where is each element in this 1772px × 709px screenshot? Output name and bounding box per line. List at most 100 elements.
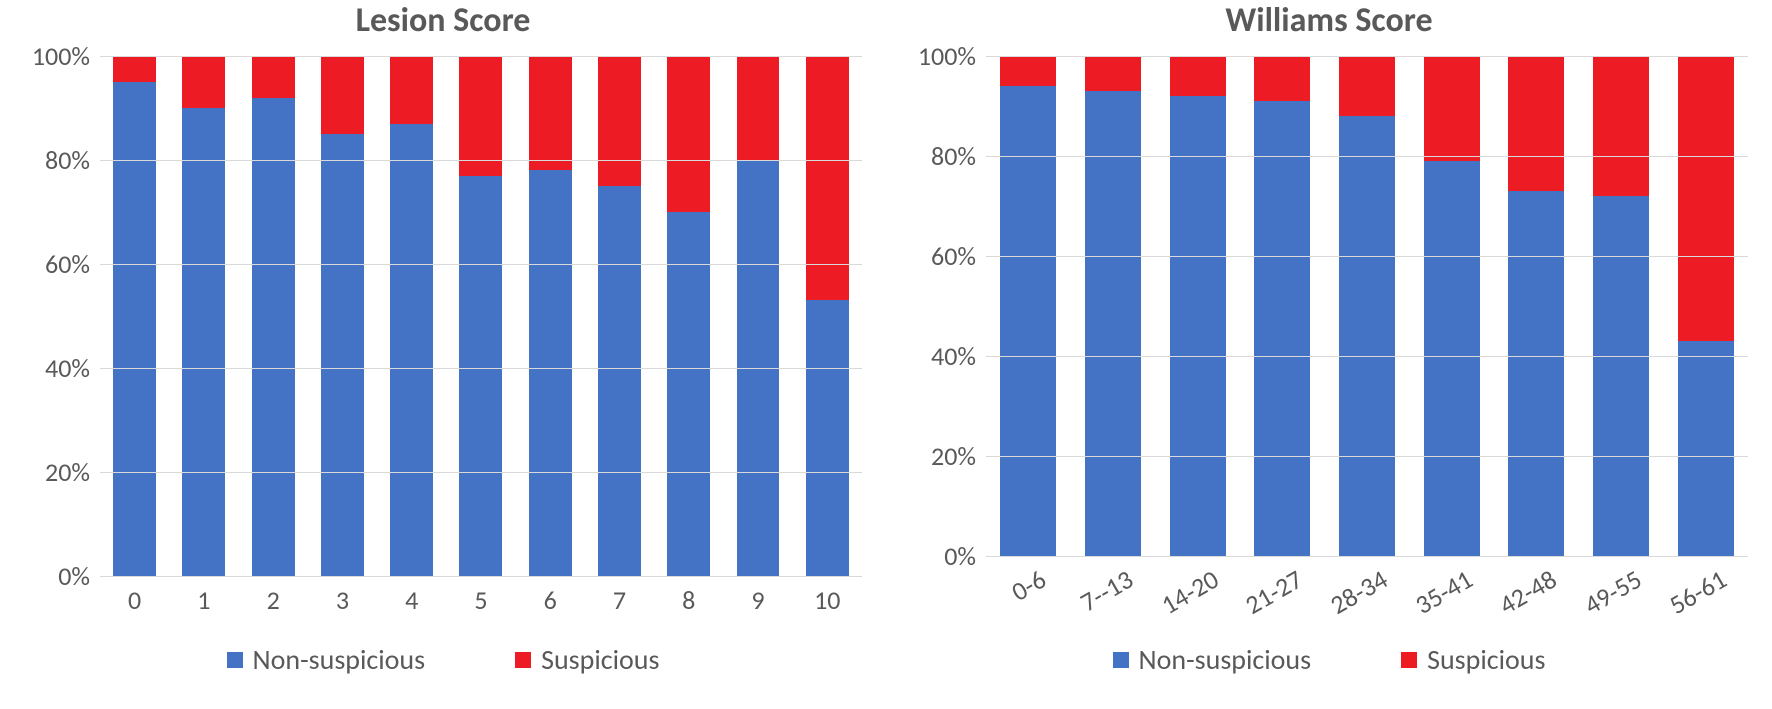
bar-segment-suspicious [1593,56,1649,196]
williams-bars: 0-67--1314-2021-2728-3435-4142-4849-5556… [986,56,1748,556]
lesion-chart: Lesion Score 012345678910 0%20%40%60%80%… [0,0,886,709]
bar-slot: 8 [654,56,723,576]
legend-item: Suspicious [515,642,659,677]
bar-segment-suspicious [459,56,502,176]
gridline [100,56,862,57]
x-tick-label: 21-27 [1236,556,1309,621]
x-tick-label: 49-55 [1575,556,1648,621]
bar-segment-suspicious [737,56,780,160]
bar-slot: 42-48 [1494,56,1579,556]
x-tick-label: 6 [544,576,557,616]
x-tick-label: 8 [682,576,695,616]
figure: Lesion Score 012345678910 0%20%40%60%80%… [0,0,1772,709]
williams-legend: Non-suspicious Suspicious [886,642,1772,677]
bar-segment-suspicious [1170,56,1226,96]
bar-stack [1085,56,1141,556]
bar-slot: 5 [446,56,515,576]
x-tick-label: 10 [814,576,840,616]
bar-stack [1424,56,1480,556]
x-tick-label: 4 [405,576,418,616]
bar-slot: 7--13 [1071,56,1156,556]
gridline [986,556,1748,557]
bar-slot: 49-55 [1579,56,1664,556]
bar-segment-non-suspicious [529,170,572,576]
bar-slot: 10 [793,56,862,576]
x-tick-label: 42-48 [1490,556,1563,621]
legend-swatch [515,652,531,668]
bar-segment-suspicious [1424,56,1480,161]
x-tick-label: 7 [613,576,626,616]
bar-segment-suspicious [390,56,433,124]
bar-segment-suspicious [321,56,364,134]
bar-stack [529,56,572,576]
x-tick-label: 28-34 [1321,556,1394,621]
bar-stack [598,56,641,576]
y-tick-label: 0% [944,540,986,572]
legend-swatch [1113,652,1129,668]
x-tick-label: 14-20 [1151,556,1224,621]
bar-stack [252,56,295,576]
legend-swatch [227,652,243,668]
bar-slot: 2 [239,56,308,576]
gridline [100,160,862,161]
legend-item: Suspicious [1401,642,1545,677]
x-tick-label: 5 [474,576,487,616]
bar-segment-non-suspicious [598,186,641,576]
x-tick-label: 9 [751,576,764,616]
gridline [100,472,862,473]
legend-label: Non-suspicious [1139,642,1312,677]
bar-slot: 7 [585,56,654,576]
bar-stack [390,56,433,576]
lesion-chart-title: Lesion Score [0,0,886,41]
bar-segment-non-suspicious [390,124,433,576]
bar-segment-suspicious [1085,56,1141,91]
bar-slot: 56-61 [1663,56,1748,556]
bar-slot: 9 [723,56,792,576]
lesion-legend: Non-suspicious Suspicious [0,642,886,677]
x-tick-label: 2 [267,576,280,616]
gridline [986,456,1748,457]
bar-stack [113,56,156,576]
bar-stack [1254,56,1310,556]
gridline [986,256,1748,257]
bar-segment-non-suspicious [667,212,710,576]
bar-segment-suspicious [1678,56,1734,341]
bar-segment-non-suspicious [321,134,364,576]
bar-stack [459,56,502,576]
bar-segment-non-suspicious [252,98,295,576]
y-tick-label: 0% [58,560,100,592]
x-tick-label: 1 [197,576,210,616]
y-tick-label: 100% [918,40,986,72]
bar-stack [1339,56,1395,556]
gridline [100,264,862,265]
bar-segment-suspicious [667,56,710,212]
y-tick-label: 60% [931,240,986,272]
bar-slot: 1 [169,56,238,576]
bar-stack [667,56,710,576]
bar-segment-suspicious [598,56,641,186]
y-tick-label: 20% [45,456,100,488]
bar-segment-suspicious [1000,56,1056,86]
bar-segment-non-suspicious [806,300,849,576]
legend-label: Suspicious [1427,642,1545,677]
bar-slot: 0-6 [986,56,1071,556]
bar-slot: 28-34 [1325,56,1410,556]
bar-slot: 3 [308,56,377,576]
bar-segment-suspicious [113,56,156,82]
bar-stack [1000,56,1056,556]
bar-stack [1678,56,1734,556]
bar-segment-non-suspicious [1593,196,1649,556]
legend-item: Non-suspicious [227,642,426,677]
bar-segment-suspicious [1508,56,1564,191]
bar-segment-non-suspicious [1424,161,1480,556]
bar-segment-non-suspicious [113,82,156,576]
bar-segment-non-suspicious [1170,96,1226,556]
y-tick-label: 60% [45,248,100,280]
bar-segment-non-suspicious [1339,116,1395,556]
bar-slot: 0 [100,56,169,576]
gridline [986,356,1748,357]
bar-segment-suspicious [529,56,572,170]
gridline [100,368,862,369]
williams-plot-area: 0-67--1314-2021-2728-3435-4142-4849-5556… [986,56,1748,556]
lesion-bars: 012345678910 [100,56,862,576]
